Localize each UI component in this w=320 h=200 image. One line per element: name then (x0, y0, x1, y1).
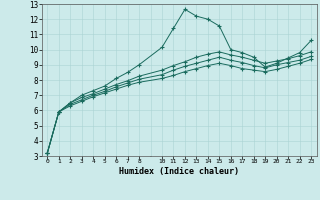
X-axis label: Humidex (Indice chaleur): Humidex (Indice chaleur) (119, 167, 239, 176)
